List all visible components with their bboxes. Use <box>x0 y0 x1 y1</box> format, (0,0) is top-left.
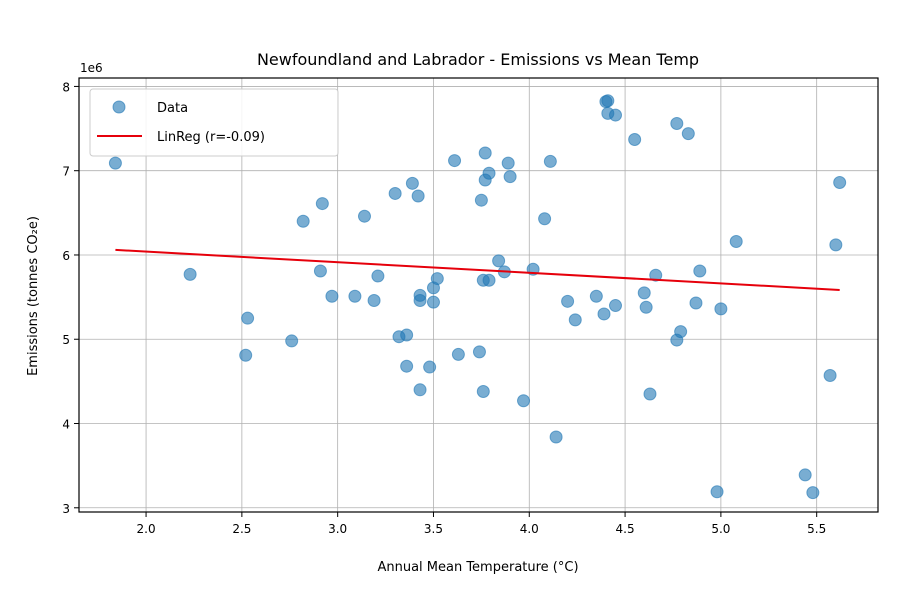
plot-data <box>108 94 847 500</box>
data-point <box>681 127 695 141</box>
x-tick-label: 5.5 <box>807 522 826 536</box>
data-point <box>411 189 425 203</box>
data-point <box>474 193 488 207</box>
data-point <box>367 293 381 307</box>
data-point <box>823 368 837 382</box>
data-point <box>430 272 444 286</box>
data-point <box>313 264 327 278</box>
data-point <box>413 293 427 307</box>
chart-title: Newfoundland and Labrador - Emissions vs… <box>257 50 699 69</box>
x-tick-label: 2.0 <box>137 522 156 536</box>
data-point <box>108 156 122 170</box>
data-point <box>693 264 707 278</box>
data-point <box>689 296 703 310</box>
x-tick-label: 3.0 <box>328 522 347 536</box>
data-point <box>492 254 506 268</box>
data-point <box>501 156 515 170</box>
data-point <box>239 348 253 362</box>
data-point <box>423 360 437 374</box>
data-point <box>315 197 329 211</box>
data-point <box>833 175 847 189</box>
data-point <box>829 238 843 252</box>
legend-marker-data <box>112 100 126 114</box>
legend-label-data: Data <box>157 101 188 116</box>
data-point <box>413 383 427 397</box>
data-point <box>601 94 615 108</box>
data-point <box>608 108 622 122</box>
data-point <box>649 268 663 282</box>
x-tick-label: 3.5 <box>424 522 443 536</box>
data-point <box>639 300 653 314</box>
data-point <box>517 394 531 408</box>
data-point <box>405 176 419 190</box>
data-point <box>325 289 339 303</box>
data-point <box>543 154 557 168</box>
data-point <box>670 117 684 131</box>
data-point <box>183 267 197 281</box>
data-point <box>710 485 724 499</box>
y-axis-label: Emissions (tonnes CO₂e) <box>26 216 41 376</box>
data-point <box>448 154 462 168</box>
x-tick-label: 4.5 <box>616 522 635 536</box>
data-point <box>241 311 255 325</box>
data-point <box>637 286 651 300</box>
data-point <box>568 313 582 327</box>
data-point <box>608 299 622 313</box>
data-point <box>503 170 517 184</box>
axis-ticks: 2.0 2.5 3.0 3.5 4.0 4.5 5.0 5.5 3 4 5 6 7 8 <box>62 80 826 536</box>
data-point <box>729 234 743 248</box>
data-point <box>400 359 414 373</box>
data-point <box>478 146 492 160</box>
y-offset-label: 1e6 <box>80 61 103 75</box>
y-tick-label: 3 <box>62 502 70 516</box>
data-point <box>538 212 552 226</box>
data-point <box>589 289 603 303</box>
regression-line <box>115 248 840 291</box>
data-point <box>285 334 299 348</box>
data-point <box>714 302 728 316</box>
data-point <box>400 328 414 342</box>
data-point <box>357 209 371 223</box>
data-point <box>549 430 563 444</box>
data-point <box>472 345 486 359</box>
data-point <box>643 387 657 401</box>
x-tick-label: 4.0 <box>520 522 539 536</box>
data-point <box>482 166 496 180</box>
x-tick-label: 5.0 <box>711 522 730 536</box>
plot-frame <box>78 77 879 513</box>
data-point <box>476 384 490 398</box>
data-point <box>597 307 611 321</box>
y-tick-label: 7 <box>62 165 70 179</box>
data-point <box>482 273 496 287</box>
y-tick-label: 4 <box>62 418 70 432</box>
data-point <box>806 486 820 500</box>
y-tick-label: 8 <box>62 80 70 94</box>
x-axis-label: Annual Mean Temperature (°C) <box>377 560 578 575</box>
data-point <box>348 289 362 303</box>
legend-label-linreg: LinReg (r=-0.09) <box>157 130 265 145</box>
x-tick-label: 2.5 <box>232 522 251 536</box>
y-tick-label: 6 <box>62 249 70 263</box>
data-point <box>628 133 642 147</box>
data-point <box>561 294 575 308</box>
data-point <box>674 325 688 339</box>
legend: Data LinReg (r=-0.09) <box>89 88 339 157</box>
data-point <box>371 269 385 283</box>
data-point <box>296 214 310 228</box>
data-point <box>451 347 465 361</box>
data-point <box>388 186 402 200</box>
y-tick-label: 5 <box>62 333 70 347</box>
data-point <box>426 295 440 309</box>
data-point <box>798 468 812 482</box>
legend-box <box>89 88 339 157</box>
